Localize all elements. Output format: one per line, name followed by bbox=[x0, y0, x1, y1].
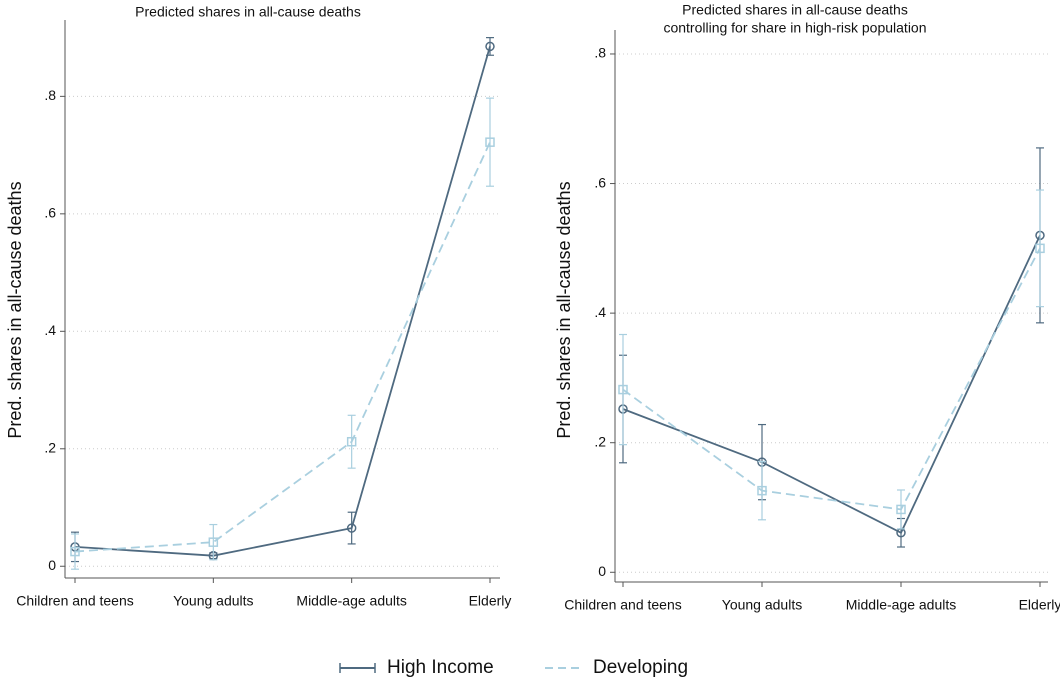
y-tick-label: .6 bbox=[44, 205, 56, 221]
legend-label: High Income bbox=[387, 657, 494, 678]
x-tick-label: Young adults bbox=[173, 593, 253, 609]
point bbox=[70, 546, 80, 557]
x-tick-label: Children and teens bbox=[16, 593, 134, 609]
point bbox=[757, 485, 767, 496]
point bbox=[485, 41, 495, 52]
y-tick-label: .8 bbox=[594, 45, 606, 61]
y-axis-label: Pred. shares in all-cause deaths bbox=[5, 181, 25, 438]
y-tick-label: 0 bbox=[48, 557, 56, 573]
x-tick-label: Elderly bbox=[1019, 597, 1060, 613]
point bbox=[896, 504, 906, 515]
y-tick-label: .6 bbox=[594, 174, 606, 190]
y-tick-label: .4 bbox=[594, 304, 606, 320]
chart-title: Predicted shares in all-cause deaths bbox=[135, 4, 361, 20]
y-tick-label: .8 bbox=[44, 87, 56, 103]
x-tick-label: Middle-age adults bbox=[846, 597, 957, 613]
series-line bbox=[622, 247, 1041, 511]
legend: High Income Developing bbox=[339, 657, 688, 678]
series-line bbox=[74, 46, 491, 557]
chart-title: Predicted shares in all-cause deaths bbox=[682, 2, 908, 18]
legend-label: Developing bbox=[593, 657, 688, 678]
point bbox=[208, 537, 219, 547]
point bbox=[346, 523, 357, 533]
point bbox=[346, 436, 357, 447]
y-tick-label: .2 bbox=[594, 433, 606, 449]
y-axis-label: Pred. shares in all-cause deaths bbox=[554, 181, 574, 438]
x-tick-label: Elderly bbox=[469, 593, 512, 609]
chart-subtitle: controlling for share in high-risk popul… bbox=[663, 20, 926, 36]
point bbox=[485, 137, 495, 147]
x-tick-label: Children and teens bbox=[564, 597, 682, 613]
y-tick-label: .4 bbox=[44, 322, 56, 338]
point bbox=[618, 384, 628, 395]
y-tick-label: 0 bbox=[598, 563, 606, 579]
x-tick-label: Young adults bbox=[722, 597, 802, 613]
point bbox=[1035, 243, 1045, 254]
series-line bbox=[622, 234, 1041, 534]
y-tick-label: .2 bbox=[44, 439, 56, 455]
series-line bbox=[74, 141, 491, 553]
x-tick-label: Middle-age adults bbox=[296, 593, 407, 609]
